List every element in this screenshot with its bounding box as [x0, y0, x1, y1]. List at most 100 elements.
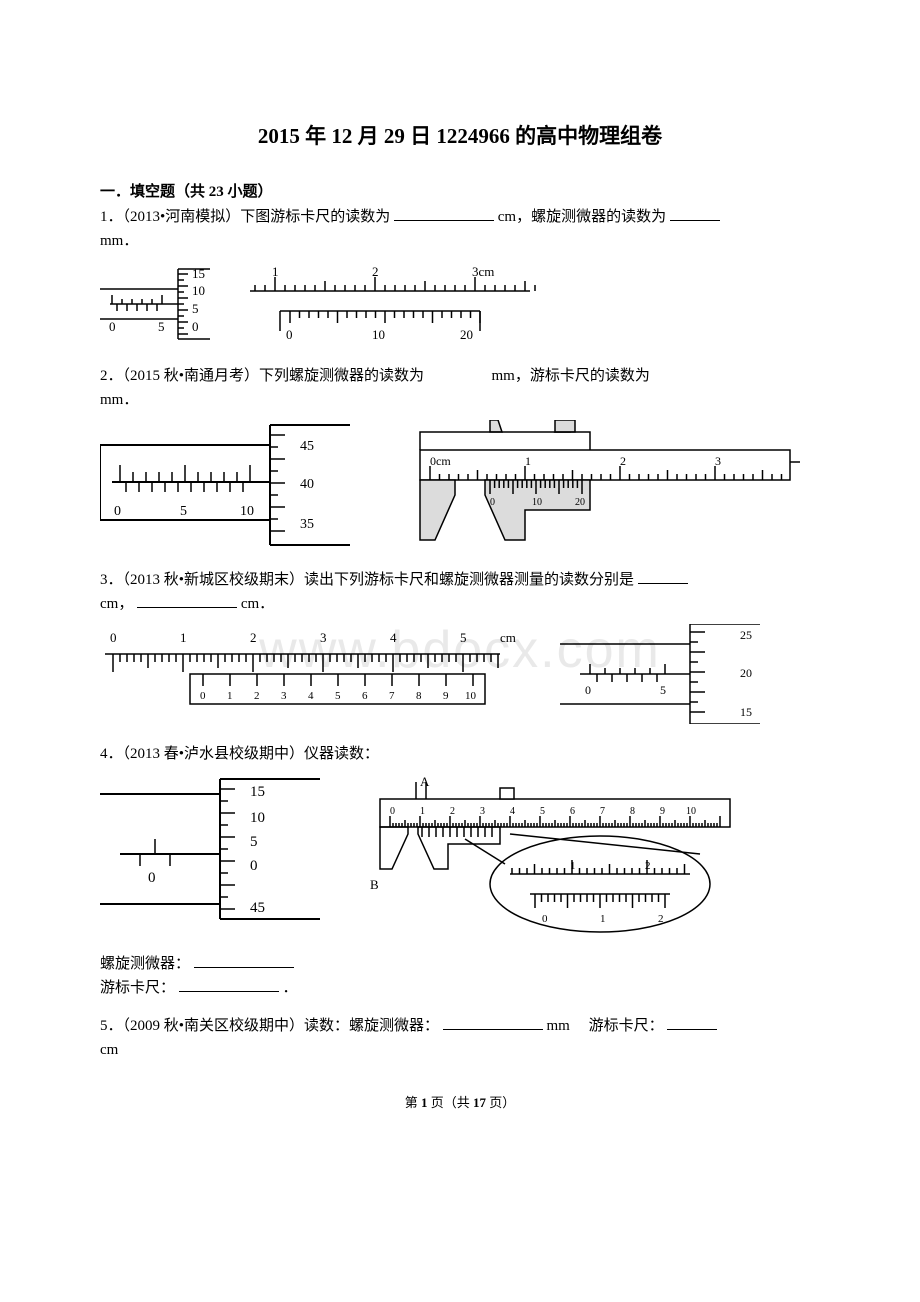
svg-text:5: 5 — [250, 834, 258, 850]
svg-text:0: 0 — [250, 858, 258, 874]
page-footer: 第 1 页（共 17 页） — [100, 1092, 820, 1111]
question-2: 2．（2015 秋•南通月考）下列螺旋测微器的读数为 mm，游标卡尺的读数为 m… — [100, 364, 820, 412]
q4-blank-vernier — [179, 976, 279, 992]
svg-text:0: 0 — [148, 870, 156, 886]
q1-text-c: mm． — [100, 233, 138, 249]
svg-text:1: 1 — [600, 913, 606, 925]
svg-text:0: 0 — [585, 683, 591, 697]
q2-text-c: mm． — [100, 392, 138, 408]
q3-figures: 0 1 2 3 4 5 cm 0 1 2 3 4 5 6 7 8 9 — [100, 624, 820, 724]
page-title: 2015 年 12 月 29 日 1224966 的高中物理组卷 — [100, 120, 820, 150]
q4-text-a: 4．（2013 春•泸水县校级期中）仪器读数： — [100, 746, 379, 762]
q3-blank-2 — [137, 592, 237, 608]
svg-text:6: 6 — [570, 806, 575, 817]
q1-text-b: cm，螺旋测微器的读数为 — [498, 209, 666, 225]
svg-text:3: 3 — [715, 454, 721, 468]
svg-text:2: 2 — [620, 454, 626, 468]
svg-text:2: 2 — [254, 690, 260, 702]
svg-text:45: 45 — [300, 439, 314, 454]
q3-blank-1 — [638, 568, 688, 584]
svg-text:2: 2 — [450, 806, 455, 817]
svg-text:5: 5 — [660, 683, 666, 697]
svg-text:cm: cm — [500, 630, 516, 645]
svg-text:0cm: 0cm — [430, 454, 451, 468]
svg-text:0: 0 — [110, 630, 117, 645]
q4-answers: 螺旋测微器： 游标卡尺： ． — [100, 952, 820, 1000]
q1-blank-1 — [394, 205, 494, 221]
svg-text:0: 0 — [286, 327, 293, 342]
svg-text:10: 10 — [465, 690, 477, 702]
svg-text:45: 45 — [250, 900, 265, 916]
svg-text:8: 8 — [630, 806, 635, 817]
q5-blank-1 — [443, 1014, 543, 1030]
q4-blank-micro — [194, 952, 294, 968]
svg-text:9: 9 — [443, 690, 449, 702]
svg-text:3: 3 — [320, 630, 327, 645]
q2-micrometer-svg: 0 5 10 45 40 35 — [100, 420, 360, 550]
svg-text:7: 7 — [389, 690, 395, 702]
svg-text:10: 10 — [372, 327, 385, 342]
svg-text:5: 5 — [540, 806, 545, 817]
svg-text:3cm: 3cm — [472, 264, 494, 279]
q5-blank-2 — [667, 1014, 717, 1030]
q4-vernier-svg: A B — [370, 774, 750, 934]
svg-text:7: 7 — [600, 806, 605, 817]
q3-micrometer-svg: 0 5 25 20 15 — [560, 624, 770, 724]
svg-text:6: 6 — [362, 690, 368, 702]
svg-text:B: B — [370, 877, 379, 892]
q2-figures: 0 5 10 45 40 35 — [100, 420, 820, 550]
q2-vernier-svg: 0cm 1 2 3 0 10 20 — [390, 420, 800, 550]
svg-text:2: 2 — [250, 630, 257, 645]
q5-text-c: cm — [100, 1042, 118, 1058]
q5-text-a: 5．（2009 秋•南关区校级期中）读数：螺旋测微器： — [100, 1018, 439, 1034]
svg-text:20: 20 — [460, 327, 473, 342]
q3-text-a: 3．（2013 秋•新城区校级期末）读出下列游标卡尺和螺旋测微器测量的读数分别是 — [100, 572, 634, 588]
svg-text:5: 5 — [180, 504, 187, 519]
svg-text:4: 4 — [390, 630, 397, 645]
q4-micrometer-svg: 0 15 10 5 0 45 — [100, 774, 340, 924]
svg-text:10: 10 — [240, 504, 254, 519]
question-4: 4．（2013 春•泸水县校级期中）仪器读数： — [100, 742, 820, 766]
question-5: 5．（2009 秋•南关区校级期中）读数：螺旋测微器： mm 游标卡尺： cm — [100, 1014, 820, 1062]
q4-label-micro: 螺旋测微器： — [100, 956, 190, 972]
q4-figures: 0 15 10 5 0 45 A — [100, 774, 820, 934]
svg-text:3: 3 — [281, 690, 287, 702]
svg-text:5: 5 — [158, 319, 165, 334]
section-heading: 一．填空题（共 23 小题） — [100, 180, 820, 201]
svg-text:2: 2 — [372, 264, 379, 279]
svg-text:0: 0 — [490, 497, 495, 508]
q3-text-c: cm． — [241, 596, 274, 612]
svg-text:1: 1 — [420, 806, 425, 817]
svg-text:15: 15 — [250, 784, 265, 800]
svg-text:5: 5 — [192, 301, 199, 316]
svg-text:10: 10 — [192, 283, 205, 298]
svg-text:1: 1 — [180, 630, 187, 645]
q1-text-a: 1．（2013•河南模拟）下图游标卡尺的读数为 — [100, 209, 390, 225]
svg-text:9: 9 — [660, 806, 665, 817]
svg-text:4: 4 — [510, 806, 515, 817]
q5-text-b: mm 游标卡尺： — [547, 1018, 664, 1034]
svg-text:15: 15 — [740, 705, 752, 719]
svg-text:2: 2 — [645, 860, 651, 872]
svg-text:20: 20 — [740, 666, 752, 680]
q4-dot: ． — [283, 980, 298, 996]
svg-text:20: 20 — [575, 497, 585, 508]
svg-text:1: 1 — [272, 264, 279, 279]
svg-text:4: 4 — [308, 690, 314, 702]
q1-blank-2 — [670, 205, 720, 221]
q2-text-b: mm，游标卡尺的读数为 — [492, 368, 650, 384]
q2-text-a: 2．（2015 秋•南通月考）下列螺旋测微器的读数为 — [100, 368, 424, 384]
svg-text:15: 15 — [192, 266, 205, 281]
svg-text:A: A — [420, 774, 430, 789]
q1-figures: 0 5 15 10 5 0 1 — [100, 261, 820, 346]
svg-text:10: 10 — [686, 806, 696, 817]
question-3: 3．（2013 秋•新城区校级期末）读出下列游标卡尺和螺旋测微器测量的读数分别是… — [100, 568, 820, 616]
svg-text:0: 0 — [542, 913, 548, 925]
q3-vernier-svg: 0 1 2 3 4 5 cm 0 1 2 3 4 5 6 7 8 9 — [100, 624, 530, 724]
svg-text:0: 0 — [192, 319, 199, 334]
svg-text:2: 2 — [658, 913, 664, 925]
svg-text:0: 0 — [114, 504, 121, 519]
svg-text:8: 8 — [416, 690, 422, 702]
q3-text-b: cm， — [100, 596, 133, 612]
q4-label-vernier: 游标卡尺： — [100, 980, 175, 996]
